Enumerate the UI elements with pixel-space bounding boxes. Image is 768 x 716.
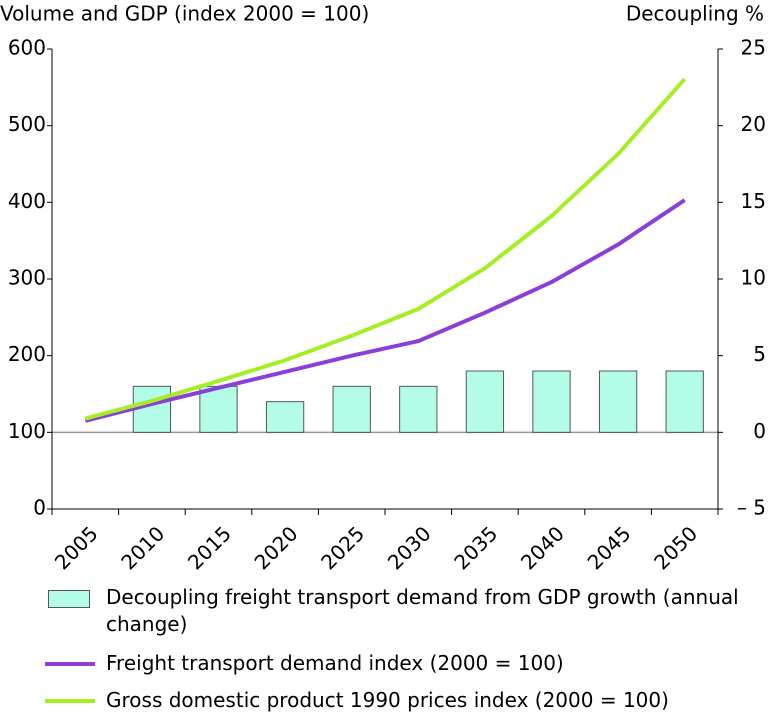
y2-tick-label: 20	[741, 112, 766, 136]
bar	[199, 385, 238, 433]
x-tick-label: 2020	[250, 521, 303, 574]
line	[84, 77, 687, 421]
x-tick-label: 2030	[383, 521, 436, 574]
bar	[532, 370, 571, 433]
bar	[465, 370, 505, 433]
y2-tick-label: 10	[741, 266, 766, 290]
x-tick-label: 2025	[316, 521, 369, 574]
y-axis-label: Volume and GDP (index 2000 = 100)	[0, 2, 369, 26]
legend-swatch	[48, 590, 90, 608]
x-tick-label: 2015	[183, 521, 236, 574]
y-tick-label: 400	[8, 189, 46, 213]
bar	[598, 370, 638, 433]
x-tick-label: 2045	[583, 521, 636, 574]
bar	[399, 385, 438, 433]
line	[84, 198, 686, 423]
y2-tick-label: 25	[741, 36, 766, 60]
legend-label: Gross domestic product 1990 prices index…	[106, 688, 669, 712]
legend-label: Freight transport demand index (2000 = 1…	[106, 651, 564, 675]
y-tick-label: 0	[33, 496, 46, 520]
x-tick-label: 2035	[449, 521, 502, 574]
x-tick-label: 2005	[50, 521, 103, 574]
y2-tick-label: – 5	[737, 496, 766, 520]
bar	[132, 385, 172, 433]
y-tick-label: 500	[8, 112, 46, 136]
legend-swatch	[45, 662, 95, 666]
y-tick-label: 600	[8, 36, 46, 60]
y2-axis-label: Decoupling %	[626, 2, 764, 26]
x-tick-label: 2040	[516, 521, 569, 574]
y2-tick-label: 5	[753, 342, 766, 366]
y2-tick-label: 0	[753, 419, 766, 443]
bar	[665, 370, 704, 433]
y-tick-label: 100	[8, 419, 46, 443]
x-tick-label: 2050	[649, 521, 702, 574]
y-tick-label: 300	[8, 266, 46, 290]
chart: Volume and GDP (index 2000 = 100) Decoup…	[0, 2, 766, 575]
legend-swatch	[45, 699, 95, 703]
y-tick-label: 200	[8, 342, 46, 366]
x-tick-label: 2010	[116, 521, 169, 574]
bar	[265, 401, 305, 433]
y2-tick-label: 15	[741, 189, 766, 213]
bar	[332, 385, 371, 433]
legend-label: Decoupling freight transport demand from…	[106, 585, 739, 636]
